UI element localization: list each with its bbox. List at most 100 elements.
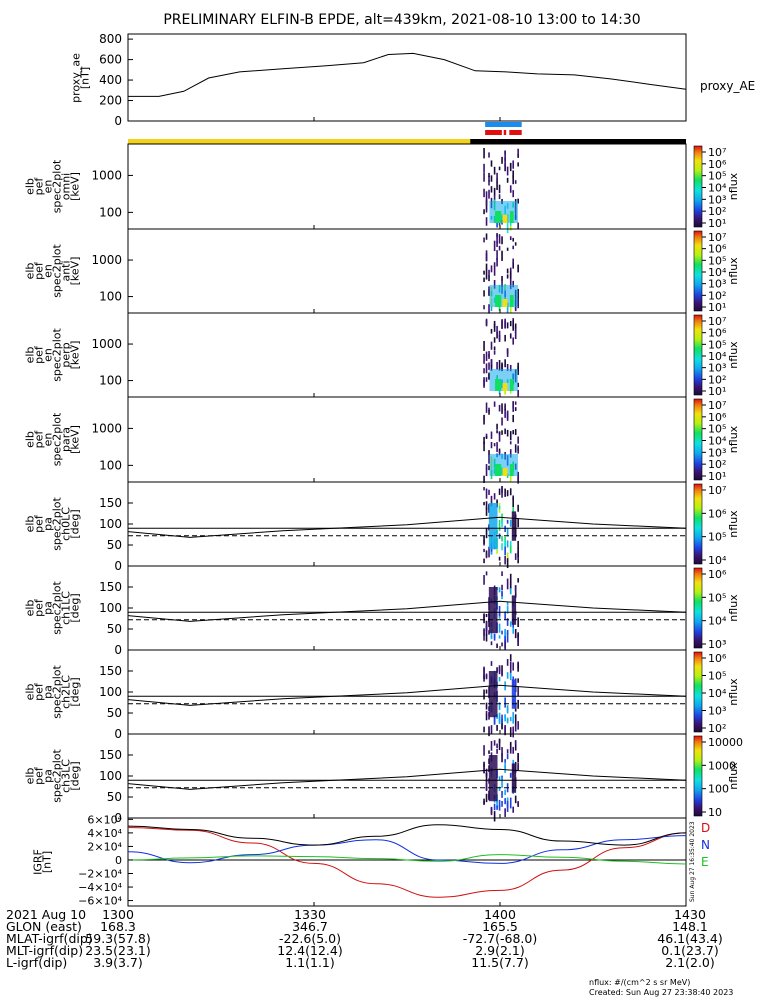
heatmap-cell — [509, 162, 512, 172]
igrf-ylabel-group: IGRF[nT] — [32, 849, 54, 875]
pa_ch0-ylabel-group: elbpefpaspec2plotch0LC[deg] — [24, 497, 82, 551]
heatmap-cell — [514, 714, 517, 718]
x-axis-row-label: 2021 Aug 10 — [6, 907, 87, 922]
heatmap-cell — [506, 412, 509, 419]
heatmap-cell — [485, 501, 488, 510]
heatmap-cell — [517, 298, 519, 309]
heatmap-cell — [485, 613, 488, 618]
x-axis-row-value: 11.5(7.7) — [471, 955, 529, 970]
heatmap-cell — [501, 800, 503, 807]
heatmap-cell — [506, 348, 509, 357]
heatmap-cell — [504, 405, 506, 411]
ytick-label: 100 — [99, 290, 122, 304]
heatmap-cell — [501, 363, 503, 372]
spec_para-frame — [127, 396, 687, 483]
heatmap-core — [495, 464, 502, 476]
ytick-label: 6×10⁴ — [87, 813, 122, 826]
colorbar-tick-label: 10⁷ — [708, 146, 726, 159]
heatmap-cell — [517, 558, 519, 564]
colorbar-tick-label: 10³ — [708, 278, 726, 291]
heatmap-cell — [493, 443, 496, 447]
heatmap-cell — [504, 759, 506, 763]
heatmap-cell — [488, 152, 490, 158]
heatmap-cell — [506, 601, 509, 606]
heatmap-cell — [509, 304, 512, 313]
heatmap-cell — [488, 275, 490, 282]
colorbar-tick-label: 10⁴ — [708, 615, 727, 628]
loss-cone-line — [127, 768, 687, 790]
heatmap-cell — [512, 261, 514, 269]
heatmap-cell — [509, 716, 512, 722]
heatmap-cell — [485, 208, 488, 213]
heatmap-cell — [483, 761, 485, 768]
heatmap-cell — [501, 535, 503, 542]
igrf-series-line — [127, 854, 687, 865]
heatmap-cell — [509, 278, 512, 290]
heatmap-cell — [488, 489, 490, 495]
chart-title: PRELIMINARY ELFIN-B EPDE, alt=439km, 202… — [163, 12, 640, 28]
pa_ch0-ylabel-line: pef — [33, 514, 46, 533]
heatmap-cell — [506, 659, 509, 666]
heatmap-cell — [506, 749, 509, 754]
heatmap-cell — [485, 318, 488, 327]
heatmap-cell — [517, 662, 519, 672]
heatmap-core — [511, 679, 517, 709]
heatmap-cell — [493, 811, 496, 822]
igrf-series-line — [127, 835, 687, 864]
heatmap-cell — [509, 449, 512, 458]
heatmap-cell — [485, 199, 488, 207]
heatmap-cell — [509, 473, 512, 482]
heatmap-cell — [514, 323, 517, 329]
heatmap-cell — [517, 266, 519, 273]
heatmap-cell — [509, 488, 512, 496]
heatmap-cell — [485, 634, 488, 642]
heatmap-cell — [498, 665, 501, 675]
proxy-ae-ylabel-line: proxy_ae — [70, 53, 83, 103]
pa_ch2-ylabel-line: ch2LC — [60, 675, 73, 709]
heatmap-cell — [506, 268, 509, 274]
heatmap-cell — [498, 234, 501, 244]
pa_ch2-ylabel: elbpefpaspec2plotch2LC[deg] — [24, 665, 82, 719]
colorbar-tick-label: 10⁷ — [708, 315, 726, 328]
heatmap-cell — [483, 629, 485, 641]
heatmap-cell — [506, 247, 509, 251]
heatmap-cell — [485, 467, 488, 477]
heatmap-cell — [512, 430, 514, 435]
pa_ch2-ylabel-group: elbpefpaspec2plotch2LC[deg] — [24, 665, 82, 719]
proxy-ae-ylabel-line: [nT] — [79, 67, 92, 89]
heatmap-cell — [496, 430, 498, 434]
heatmap-core — [488, 587, 498, 634]
spec_anti-colorbar — [693, 230, 703, 312]
heatmap-cell — [498, 587, 501, 593]
pa_ch3-ylabel-line: spec2plot — [51, 749, 64, 803]
heatmap-cell — [483, 548, 485, 553]
heatmap-cell — [504, 555, 506, 565]
heatmap-cell — [483, 436, 485, 444]
loss-cone-line — [127, 600, 687, 622]
ytick-label: 50 — [107, 790, 122, 804]
heatmap-cell — [504, 639, 506, 650]
heatmap-cell — [488, 362, 490, 370]
spec_anti-ylabel-line: pef — [33, 261, 46, 280]
igrf-series-line — [127, 824, 687, 846]
heatmap-cell — [501, 747, 503, 758]
pa_ch1-ylabel-line: ch1LC — [60, 591, 73, 625]
heatmap-core — [488, 755, 498, 802]
heatmap-cell — [498, 677, 501, 682]
pa_ch2-ylabel-line: pa — [42, 685, 55, 699]
heatmap-cell — [501, 718, 503, 723]
heatmap-cell — [512, 337, 514, 345]
loss-cone-line — [127, 684, 687, 706]
heatmap-cell — [512, 505, 514, 514]
heatmap-cell — [496, 549, 498, 554]
heatmap-cell — [501, 417, 503, 426]
spec_para-ylabel-line: en — [42, 433, 55, 447]
heatmap-cell — [501, 250, 503, 261]
colorbar-tick-label: 10⁵ — [708, 338, 726, 351]
heatmap-cell — [501, 430, 503, 435]
heatmap-cell — [506, 322, 509, 329]
heatmap-cell — [485, 433, 488, 438]
colorbar-tick-label: 10000 — [708, 736, 743, 749]
heatmap-cell — [483, 535, 485, 544]
